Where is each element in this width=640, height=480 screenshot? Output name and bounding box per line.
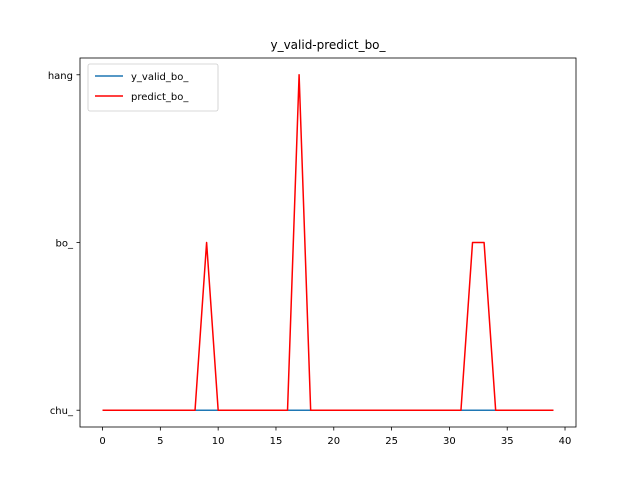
- x-tick-label: 10: [212, 436, 225, 447]
- x-tick-label: 30: [443, 436, 456, 447]
- x-tick-label: 20: [327, 436, 340, 447]
- series-layer: [102, 74, 554, 411]
- x-tick-label: 5: [157, 436, 163, 447]
- chart-title: y_valid-predict_bo_: [270, 38, 386, 52]
- y-tick-label: hang: [48, 71, 73, 82]
- series-line-2: [102, 74, 554, 411]
- legend-label-1: y_valid_bo_: [131, 72, 189, 83]
- x-tick-label: 15: [270, 436, 283, 447]
- x-tick-label: 0: [99, 436, 105, 447]
- x-tick-label: 40: [559, 436, 572, 447]
- legend-label-2: predict_bo_: [131, 92, 189, 103]
- x-axis: 0 5 10 15 20 25 30 35 40: [99, 427, 571, 447]
- y-axis: chu_ bo_ hang: [48, 71, 80, 417]
- y-tick-label: bo_: [56, 239, 74, 250]
- x-tick-label: 25: [385, 436, 398, 447]
- x-tick-label: 35: [501, 436, 514, 447]
- y-tick-label: chu_: [50, 406, 74, 417]
- legend: y_valid_bo_ predict_bo_: [87, 63, 219, 112]
